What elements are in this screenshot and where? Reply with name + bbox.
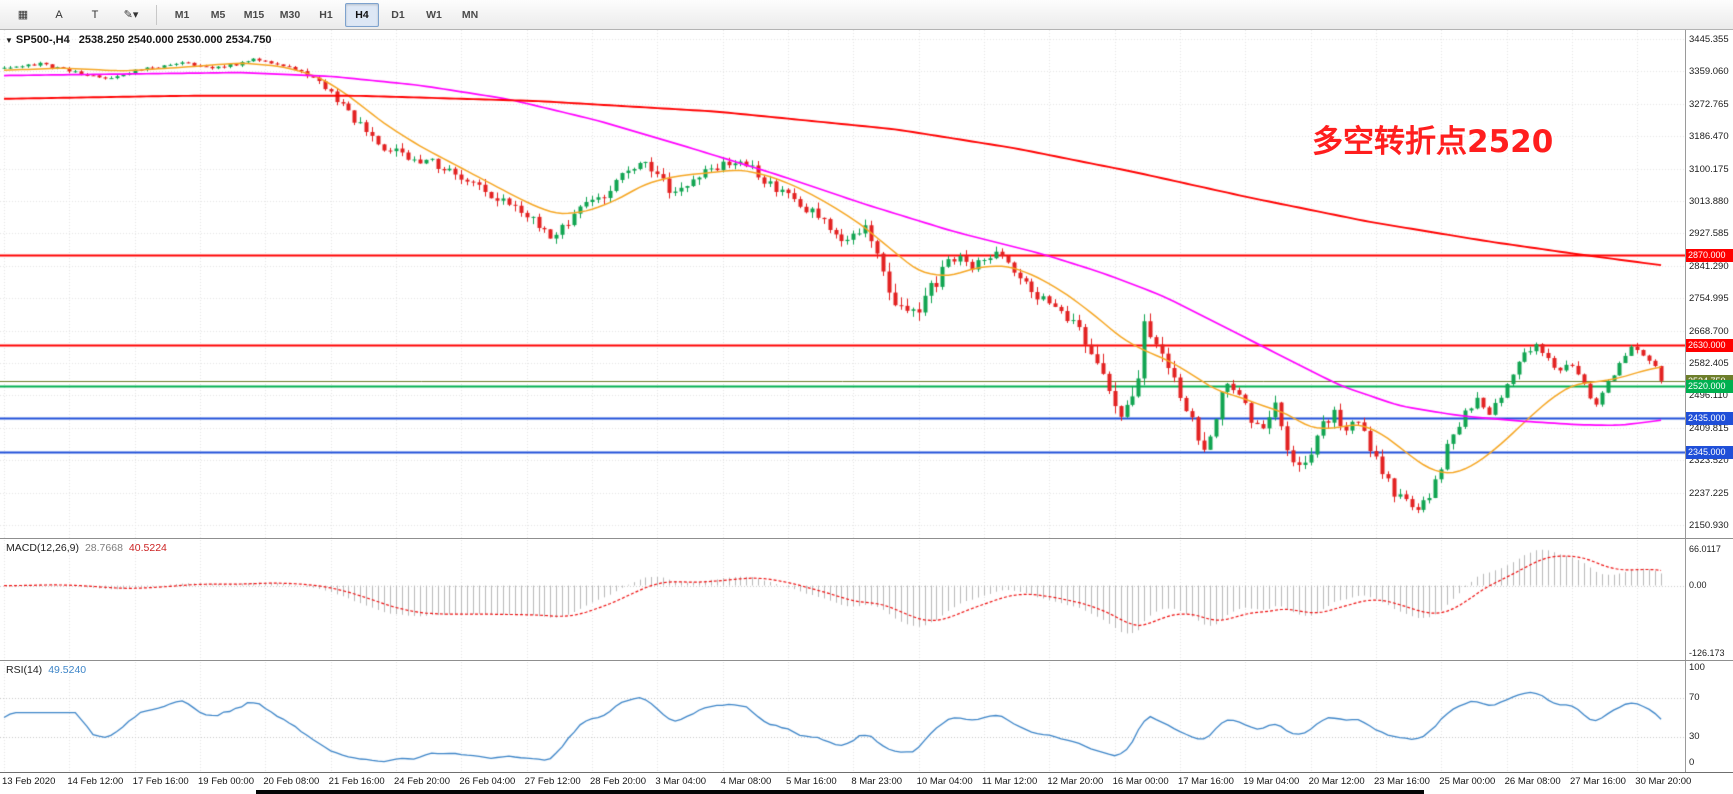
time-label: 10 Mar 04:00 [916, 776, 973, 787]
macd-label: MACD(12,26,9) 28.7668 40.5224 [6, 542, 167, 554]
price-tick: 2668.700 [1689, 325, 1729, 337]
toolbar-separator [156, 4, 157, 25]
price-panel: ▼ SP500-,H4 2538.250 2540.000 2530.000 25… [0, 30, 1733, 538]
taskbar-strip [256, 790, 1424, 794]
price-tick: 3100.175 [1689, 163, 1729, 175]
time-label: 16 Mar 00:00 [1112, 776, 1169, 787]
price-level-label: 2630.000 [1686, 339, 1733, 353]
time-label: 8 Mar 23:00 [851, 776, 903, 787]
time-label: 28 Feb 20:00 [589, 776, 646, 787]
price-tick: 3272.765 [1689, 98, 1729, 110]
symbol-dropdown-icon[interactable]: ▼ [5, 36, 13, 45]
time-label: 19 Mar 04:00 [1243, 776, 1300, 787]
rsi-axis[interactable]: 100 70 30 0 [1685, 661, 1733, 772]
macd-signal-value: 40.5224 [128, 542, 167, 554]
price-chart-canvas[interactable] [0, 30, 1685, 538]
timeframe-button-w1[interactable]: W1 [426, 8, 442, 21]
text-tool[interactable]: T [91, 8, 99, 21]
rsi-canvas[interactable] [0, 662, 1685, 773]
chart-annotation-text: 多空转折点2520 [1312, 124, 1554, 160]
rsi-value: 49.5240 [48, 664, 87, 676]
macd-main-value: 28.7668 [84, 542, 123, 554]
rsi-tick: 0 [1689, 757, 1695, 768]
time-label: 14 Feb 12:00 [67, 776, 124, 787]
price-tick: 2496.110 [1689, 390, 1728, 402]
timeframe-button-mn[interactable]: MN [461, 8, 479, 21]
timeframe-button-m5[interactable]: M5 [210, 8, 226, 21]
time-label: 26 Mar 08:00 [1504, 776, 1561, 787]
price-tick: 3013.880 [1689, 195, 1729, 207]
cursor-tool[interactable]: A [55, 8, 63, 21]
macd-panel: MACD(12,26,9) 28.7668 40.5224 66.0117 0.00 -… [0, 538, 1733, 661]
price-tick: 2841.290 [1689, 260, 1729, 272]
macd-tick: 66.0117 [1689, 543, 1721, 554]
time-label: 20 Mar 12:00 [1308, 776, 1365, 787]
timeframe-button-m1[interactable]: M1 [174, 8, 190, 21]
price-tick: 2754.995 [1689, 293, 1729, 305]
timeframe-button-h1[interactable]: H1 [319, 8, 333, 21]
toolbar: ▦ A T ✎▾ M1 M5 M15 M30 H1 H4 D1 W1 MN [0, 0, 1733, 30]
price-tick: 2409.815 [1689, 422, 1729, 434]
rsi-tick: 70 [1689, 691, 1700, 703]
time-label: 21 Feb 16:00 [328, 776, 385, 787]
time-label: 3 Mar 04:00 [655, 776, 707, 787]
price-tick: 2582.405 [1689, 357, 1729, 369]
time-label: 27 Mar 16:00 [1569, 776, 1626, 787]
grid-tool[interactable]: ▦ [17, 9, 29, 21]
price-tick: 2323.520 [1689, 455, 1729, 467]
time-label: 13 Feb 2020 [2, 776, 56, 787]
time-label: 26 Feb 04:00 [459, 776, 516, 787]
time-label: 17 Feb 16:00 [132, 776, 189, 787]
price-axis[interactable]: 3445.355 3359.060 3272.765 3186.470 3100.175… [1685, 30, 1733, 538]
ohlc-values: 2538.250 2540.000 2530.000 2534.750 [78, 34, 272, 46]
rsi-panel: RSI(14) 49.5240 100 70 30 0 [0, 660, 1733, 773]
time-label: 19 Feb 00:00 [197, 776, 254, 787]
macd-name: MACD(12,26,9) [6, 542, 79, 554]
time-label: 4 Mar 08:00 [720, 776, 772, 787]
rsi-tick: 30 [1689, 731, 1700, 743]
time-axis[interactable]: 13 Feb 2020 14 Feb 12:00 17 Feb 16:00 19 Fe… [0, 772, 1733, 790]
time-label: 11 Mar 12:00 [981, 776, 1038, 787]
timeframe-button-m15[interactable]: M15 [243, 8, 265, 21]
time-label: 27 Feb 12:00 [524, 776, 581, 787]
draw-tool[interactable]: ✎▾ [123, 9, 139, 21]
rsi-tick: 100 [1689, 662, 1705, 673]
price-tick: 3186.470 [1689, 131, 1729, 143]
macd-tick: -126.173 [1689, 648, 1725, 659]
rsi-label: RSI(14) 49.5240 [6, 664, 86, 676]
time-label: 25 Mar 00:00 [1439, 776, 1496, 787]
time-label: 24 Feb 20:00 [393, 776, 450, 787]
rsi-name: RSI(14) [6, 664, 43, 676]
time-label: 20 Feb 08:00 [263, 776, 320, 787]
timeframe-button-d1[interactable]: D1 [391, 8, 405, 21]
price-level-label: 2435.000 [1686, 412, 1733, 426]
price-tick: 2927.585 [1689, 228, 1729, 240]
price-level-label: 2345.000 [1686, 446, 1733, 460]
price-tick: 3359.060 [1689, 66, 1729, 78]
chart-title: ▼ SP500-,H4 2538.250 2540.000 2530.000 25… [5, 34, 272, 46]
time-label: 12 Mar 20:00 [1047, 776, 1104, 787]
timeframe-button-h4[interactable]: H4 [345, 2, 379, 27]
price-tick: 2237.225 [1689, 487, 1729, 499]
macd-canvas[interactable] [0, 540, 1685, 661]
time-label: 5 Mar 16:00 [785, 776, 837, 787]
macd-axis[interactable]: 66.0117 0.00 -126.173 [1685, 539, 1733, 660]
price-level-label: 2520.000 [1686, 380, 1733, 394]
symbol-label: SP500-,H4 [15, 34, 70, 46]
time-label: 17 Mar 16:00 [1177, 776, 1234, 787]
timeframe-button-m30[interactable]: M30 [279, 8, 301, 21]
time-label: 30 Mar 20:00 [1635, 776, 1692, 787]
price-tick: 3445.355 [1689, 33, 1729, 45]
time-label: 23 Mar 16:00 [1373, 776, 1430, 787]
price-tick: 2150.930 [1689, 519, 1729, 531]
price-level-label: 2870.000 [1686, 249, 1733, 262]
macd-tick: 0.00 [1689, 579, 1707, 590]
